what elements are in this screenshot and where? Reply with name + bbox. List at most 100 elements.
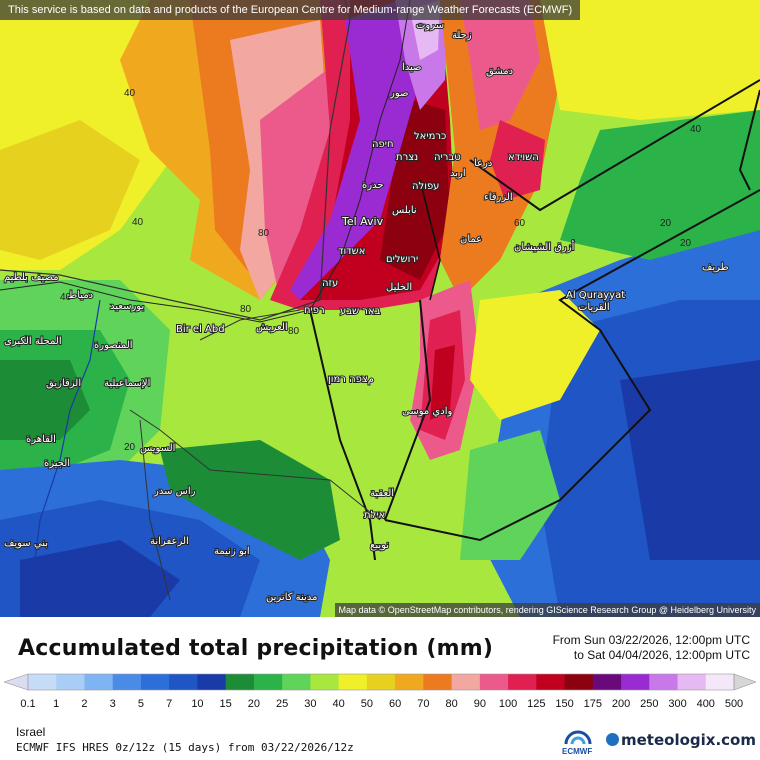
city-label: القريات xyxy=(578,302,610,313)
city-label: כרמיאל xyxy=(414,131,446,142)
color-scale-swatch xyxy=(140,674,170,690)
color-scale-min-arrow xyxy=(3,673,29,691)
city-label: השוידא xyxy=(508,152,539,163)
map-canvas: 40 40 40 80 80 80 60 20 20 40 20 Tel Avi… xyxy=(0,0,760,617)
color-scale-tick-label: 10 xyxy=(191,698,204,710)
date-to: to Sat 04/04/2026, 12:00pm UTC xyxy=(573,648,750,662)
color-scale-swatch xyxy=(310,674,340,690)
color-scale-tick-label: 7 xyxy=(166,698,173,710)
city-label: באר שבע xyxy=(340,306,381,317)
color-scale-swatch xyxy=(84,674,114,690)
contour-label: 80 xyxy=(240,304,252,315)
color-scale-swatch xyxy=(112,674,142,690)
meteologix-logo[interactable]: meteologix.com xyxy=(606,731,756,749)
city-label: Al Qurayyat xyxy=(566,290,625,301)
color-scale-swatch xyxy=(28,674,57,690)
contour-label: 20 xyxy=(680,238,692,249)
city-label: Tel Aviv xyxy=(341,215,384,228)
city-label: אילת xyxy=(364,510,385,521)
city-label: طريف xyxy=(702,262,729,273)
contour-label: 20 xyxy=(660,218,672,229)
contour-label: 20 xyxy=(124,442,136,453)
contour-label: 80 xyxy=(258,228,270,239)
contour-label: 80 xyxy=(288,326,300,337)
date-from: From Sun 03/22/2026, 12:00pm UTC xyxy=(552,633,750,647)
color-scale-tick-label: 50 xyxy=(360,698,373,710)
color-scale-swatch xyxy=(621,674,650,690)
city-label: טבריה xyxy=(434,152,461,163)
color-scale-tick-label: 80 xyxy=(445,698,458,710)
color-scale-swatch xyxy=(56,674,85,690)
color-scale-tick-label: 125 xyxy=(527,698,546,710)
color-scale-swatch xyxy=(705,674,735,690)
city-label: مصيف بلطيم xyxy=(4,272,59,283)
city-label: חיפה xyxy=(372,139,394,150)
color-scale-tick-label: 20 xyxy=(247,698,261,710)
city-label: بورسعيد xyxy=(110,301,144,312)
contour-label: 60 xyxy=(514,218,526,229)
color-scale-tick-label: 200 xyxy=(611,698,631,710)
color-scale-tick-label: 500 xyxy=(724,698,744,710)
ecmwf-logo: ECMWF xyxy=(560,728,600,758)
city-label: القاهرة xyxy=(26,434,56,445)
city-label: وادي موسى xyxy=(402,406,452,417)
city-label: درعا xyxy=(474,158,492,169)
map-title: Accumulated total precipitation (mm) xyxy=(18,636,494,661)
city-label: دمشق xyxy=(486,66,513,77)
color-scale-swatch xyxy=(197,674,227,690)
contour-label: 40 xyxy=(60,292,72,303)
precipitation-map[interactable]: 40 40 40 80 80 80 60 20 20 40 20 Tel Avi… xyxy=(0,0,760,617)
city-label: الخليل xyxy=(386,282,412,293)
city-label: الزقازيق xyxy=(46,378,81,389)
color-scale-tick-label: 175 xyxy=(583,698,602,710)
color-scale-swatch xyxy=(564,674,594,690)
color-scale-swatch xyxy=(282,674,311,690)
model-info: ECMWF IFS HRES 0z/12z (15 days) from 03/… xyxy=(16,741,354,754)
city-label: עפולה xyxy=(412,181,439,192)
city-label: أزرق الشيشان xyxy=(514,240,575,253)
city-label: بني سويف xyxy=(4,538,48,549)
city-label: راس سدر xyxy=(153,486,196,497)
city-labels: Tel Aviv Al Qurayyat Bir el Abd صيدا دمش… xyxy=(3,19,730,604)
color-scale-tick-label: 100 xyxy=(498,698,518,710)
city-label: רפיח xyxy=(304,305,325,316)
ecmwf-emblem-icon xyxy=(564,730,592,745)
color-scale-swatch xyxy=(169,674,198,690)
meteologix-brand: meteologix.com xyxy=(621,731,756,749)
color-scale-tick-label: 25 xyxy=(276,698,289,710)
color-scale-tick-label: 2 xyxy=(81,698,88,710)
city-label: ירושלים xyxy=(386,254,418,265)
city-label: صيدا xyxy=(402,62,422,73)
city-label: ابو زنيمة xyxy=(214,546,250,557)
color-scale-swatch xyxy=(508,674,537,690)
color-scale-tick-label: 150 xyxy=(555,698,574,710)
date-range: From Sun 03/22/2026, 12:00pm UTC to Sat … xyxy=(553,633,750,663)
city-label: سروت xyxy=(416,20,444,31)
color-scale-tick-label: 40 xyxy=(332,698,345,710)
city-label: الزعفرانة xyxy=(150,536,189,547)
ecmwf-attribution: This service is based on data and produc… xyxy=(0,0,581,20)
city-label: العريش xyxy=(256,322,288,333)
region-label: Israel xyxy=(16,725,46,739)
color-scale-tick-label: 250 xyxy=(640,698,659,710)
color-scale-tick-label: 15 xyxy=(219,698,232,710)
contour-labels: 40 40 40 80 80 80 60 20 20 40 20 xyxy=(60,88,702,453)
color-scale-swatch xyxy=(649,674,679,690)
color-scale-tick-label: 0.1 xyxy=(20,698,36,710)
color-scale-tick-label: 3 xyxy=(109,698,116,710)
contour-label: 40 xyxy=(690,124,702,135)
color-scale-swatch xyxy=(395,674,424,690)
city-label: مצפה רמון xyxy=(328,374,374,385)
city-label: المحلة الكبرى xyxy=(4,336,62,347)
color-scale-swatch xyxy=(536,674,566,690)
color-scale-tick-label: 5 xyxy=(137,698,145,710)
color-scale-swatch xyxy=(677,674,707,690)
city-label: Bir el Abd xyxy=(176,324,225,335)
color-scale-swatch xyxy=(479,674,509,690)
ecmwf-label: ECMWF xyxy=(562,747,593,756)
city-label: عمان xyxy=(460,234,482,245)
color-scale-outline xyxy=(27,673,735,691)
city-label: حدرة xyxy=(362,180,384,191)
map-data-attribution: Map data © OpenStreetMap contributors, r… xyxy=(334,603,760,617)
color-scale-swatch xyxy=(592,674,622,690)
